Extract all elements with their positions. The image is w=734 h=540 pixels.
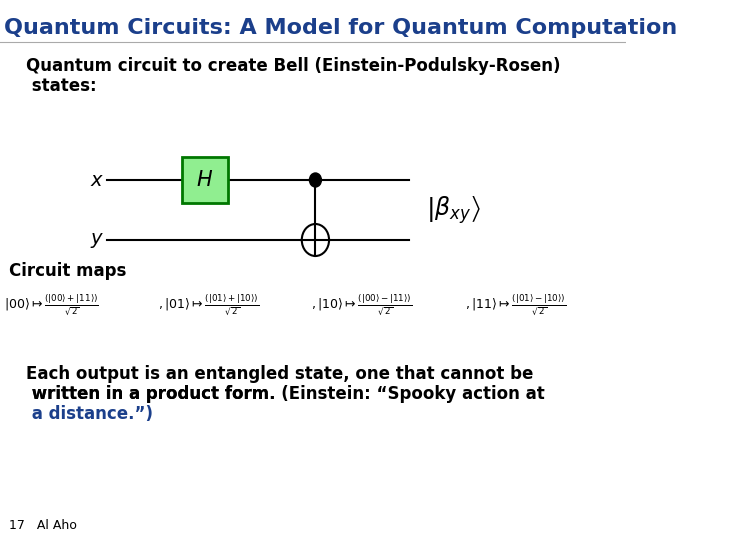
Text: $,|01\rangle \mapsto \frac{(|01\rangle+|10\rangle)}{\sqrt{2}}$: $,|01\rangle \mapsto \frac{(|01\rangle+|… xyxy=(158,293,259,318)
Text: $H$: $H$ xyxy=(196,170,213,190)
FancyBboxPatch shape xyxy=(181,157,228,203)
Text: states:: states: xyxy=(26,77,96,95)
Text: 17   Al Aho: 17 Al Aho xyxy=(9,519,76,532)
Text: Circuit maps: Circuit maps xyxy=(9,262,126,280)
Text: a distance.”): a distance.”) xyxy=(26,405,153,423)
Text: $,|11\rangle \mapsto \frac{(|01\rangle-|10\rangle)}{\sqrt{2}}$: $,|11\rangle \mapsto \frac{(|01\rangle-|… xyxy=(465,293,566,318)
Text: $y$: $y$ xyxy=(90,231,104,249)
Circle shape xyxy=(310,173,321,187)
Text: written in a product form. (Einstein: “Spooky action at: written in a product form. (Einstein: “S… xyxy=(26,385,545,403)
Text: Each output is an entangled state, one that cannot be: Each output is an entangled state, one t… xyxy=(26,365,533,383)
Text: written in a product form.: written in a product form. xyxy=(26,385,275,403)
Text: Quantum circuit to create Bell (Einstein-Podulsky-Rosen): Quantum circuit to create Bell (Einstein… xyxy=(26,57,560,75)
Text: Quantum Circuits: A Model for Quantum Computation: Quantum Circuits: A Model for Quantum Co… xyxy=(4,18,677,38)
Text: $\left|\beta_{xy}\right\rangle$: $\left|\beta_{xy}\right\rangle$ xyxy=(426,194,482,226)
Text: $x$: $x$ xyxy=(90,171,104,190)
Circle shape xyxy=(302,224,329,256)
Text: $|00\rangle \mapsto \frac{(|00\rangle+|11\rangle)}{\sqrt{2}}$: $|00\rangle \mapsto \frac{(|00\rangle+|1… xyxy=(4,293,99,318)
Text: $,|10\rangle \mapsto \frac{(|00\rangle-|11\rangle)}{\sqrt{2}}$: $,|10\rangle \mapsto \frac{(|00\rangle-|… xyxy=(311,293,413,318)
